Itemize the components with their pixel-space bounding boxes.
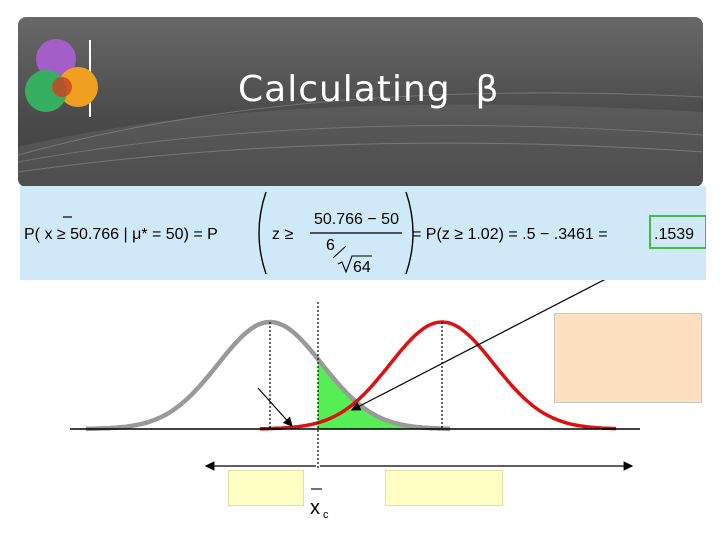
formula-rhs: = P(z ≥ 1.02) = .5 − .3461 = xyxy=(412,226,608,243)
formula-answer: .1539 xyxy=(654,226,694,243)
pointer-arrow-to-area xyxy=(350,280,606,411)
left-paren xyxy=(258,191,267,275)
shaded-beta-area xyxy=(318,359,450,429)
answer-highlight xyxy=(649,215,706,249)
formula-denominator-bottom: 64 xyxy=(353,259,371,276)
null-distribution-curve xyxy=(86,319,450,432)
sub-fraction-slash xyxy=(332,245,347,259)
title-bar: Calculating β xyxy=(18,17,703,187)
formula-svg: P( x ≥ 50.766 | μ* = 50) = P z ≥ 50.766 … xyxy=(24,191,706,276)
formula-numerator: 50.766 − 50 xyxy=(314,211,399,228)
formula-z-prefix: z ≥ xyxy=(272,226,293,243)
slide-title: Calculating β xyxy=(238,69,500,110)
sqrt-sign xyxy=(337,255,372,274)
formula-box: P( x ≥ 50.766 | μ* = 50) = P z ≥ 50.766 … xyxy=(20,186,706,280)
distribution-graph: x c xyxy=(70,280,640,521)
left-label-box xyxy=(228,470,304,506)
pointer-arrow-to-curve xyxy=(257,387,293,427)
xc-label: x xyxy=(310,497,320,519)
legend-box xyxy=(554,313,702,403)
right-paren xyxy=(405,191,414,275)
right-label-box xyxy=(385,470,503,506)
formula-denominator-top: 6 xyxy=(326,237,335,254)
formula-lhs: P( x ≥ 50.766 | μ* = 50) = P xyxy=(24,226,218,243)
xc-subscript: c xyxy=(323,509,329,521)
alternative-distribution-curve xyxy=(259,320,617,431)
title-swoosh xyxy=(18,92,703,187)
logo-icon xyxy=(25,39,98,117)
